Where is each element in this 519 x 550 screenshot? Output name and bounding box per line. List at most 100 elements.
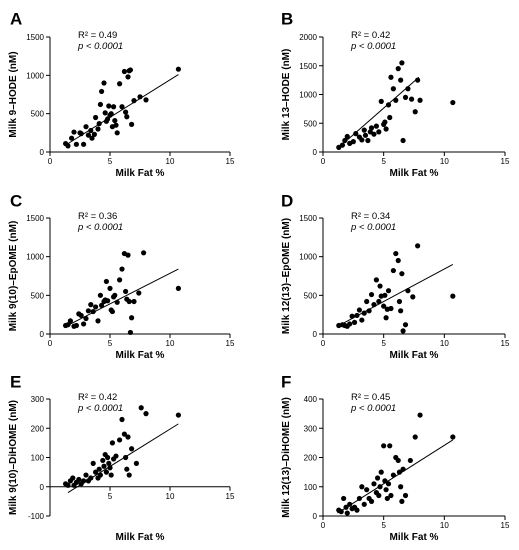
x-tick-label: 5	[381, 521, 386, 530]
data-point	[90, 308, 96, 315]
data-point	[399, 60, 405, 66]
data-point	[109, 440, 115, 446]
data-point	[119, 416, 125, 423]
data-point	[388, 305, 394, 312]
data-point	[393, 250, 399, 257]
data-point	[85, 132, 91, 138]
data-point	[365, 137, 371, 144]
data-point	[339, 142, 346, 148]
data-point	[399, 271, 405, 277]
r-squared-label: R² = 0.49	[78, 30, 117, 41]
x-tick-label: 5	[108, 157, 113, 166]
data-point	[96, 466, 102, 472]
y-tick-label: 100	[31, 454, 45, 463]
data-point	[65, 143, 71, 149]
data-point	[88, 475, 94, 481]
y-tick-label: 300	[31, 395, 45, 404]
data-point	[121, 68, 127, 75]
r-squared-label: R² = 0.42	[78, 392, 117, 403]
data-point	[175, 412, 181, 418]
data-point	[103, 469, 109, 475]
data-point	[378, 98, 384, 104]
y-axis-title: Milk 9(10)–EpOME (nM)	[8, 221, 19, 332]
data-point	[387, 114, 393, 121]
panel-d: D 0 5 10 15 0 500 1000 1500 Milk Fat % Milk 12(13)…	[281, 191, 510, 361]
data-point	[89, 135, 95, 141]
panel-letter: C	[10, 191, 22, 210]
data-point	[400, 328, 406, 334]
x-tick-label: 5	[381, 157, 386, 166]
y-tick-label: 200	[304, 454, 318, 463]
data-point	[131, 98, 137, 104]
data-point	[385, 481, 392, 487]
data-point	[102, 110, 108, 116]
data-point	[359, 484, 365, 490]
y-tick-label: 1500	[299, 214, 317, 223]
data-point	[383, 315, 389, 321]
regression-line	[337, 76, 420, 149]
x-tick-label: 5	[108, 492, 113, 501]
data-point	[95, 126, 101, 132]
x-tick-label: 5	[108, 339, 113, 348]
data-point	[99, 302, 105, 308]
x-tick-label: 15	[226, 339, 235, 348]
data-point	[97, 292, 103, 298]
data-point	[377, 283, 383, 289]
data-point	[412, 109, 418, 115]
panel-e: E 5 10 15 -100 0 100 200 300 Milk Fat % Milk 9(10)…	[8, 372, 235, 543]
data-point	[415, 243, 421, 249]
data-point	[107, 285, 113, 291]
data-point	[123, 109, 129, 115]
data-point	[117, 437, 123, 443]
x-tick-label: 0	[48, 339, 53, 348]
data-point	[114, 130, 120, 136]
x-tick-label: 0	[321, 339, 326, 348]
data-point	[450, 434, 456, 440]
y-tick-label: -100	[28, 512, 45, 521]
data-point	[371, 131, 377, 137]
data-point	[119, 266, 125, 272]
x-tick-label: 15	[226, 492, 235, 501]
data-point	[399, 498, 405, 504]
data-point	[81, 141, 87, 147]
data-point	[83, 315, 89, 322]
y-tick-label: 1000	[26, 253, 44, 262]
data-point	[390, 267, 396, 274]
data-point	[381, 443, 387, 449]
data-point	[93, 114, 99, 121]
y-tick-label: 1500	[299, 62, 317, 71]
data-point	[396, 298, 403, 305]
data-point	[415, 77, 421, 83]
data-point	[126, 298, 132, 305]
y-tick-label: 0	[313, 512, 318, 521]
x-axis-title: Milk Fat %	[390, 168, 439, 179]
data-point	[129, 446, 135, 452]
data-point	[121, 431, 127, 437]
data-point	[376, 298, 382, 305]
data-point	[114, 299, 120, 305]
y-axis-title: Milk 12(13)–DiHOME (nM)	[281, 397, 292, 518]
x-tick-label: 10	[166, 339, 175, 348]
y-tick-label: 500	[304, 291, 318, 300]
data-point	[373, 277, 379, 283]
y-tick-label: 300	[304, 424, 318, 433]
data-point	[354, 312, 360, 319]
r-squared-label: R² = 0.42	[351, 30, 390, 41]
data-point	[398, 308, 404, 314]
data-point	[105, 454, 111, 461]
data-point	[175, 66, 181, 72]
p-value-label: p < 0.0001	[350, 403, 396, 414]
data-point	[97, 472, 103, 478]
y-tick-label: 0	[313, 330, 318, 339]
y-axis-title: Milk 9–HODE (nM)	[8, 51, 19, 137]
data-point	[91, 131, 97, 137]
data-point	[395, 66, 401, 72]
x-tick-label: 10	[166, 492, 175, 501]
data-point	[141, 250, 147, 256]
data-point	[78, 312, 84, 319]
data-point	[125, 434, 131, 440]
data-point	[390, 472, 396, 478]
x-tick-label: 10	[166, 157, 175, 166]
data-point	[112, 117, 118, 124]
regression-line	[337, 263, 454, 327]
